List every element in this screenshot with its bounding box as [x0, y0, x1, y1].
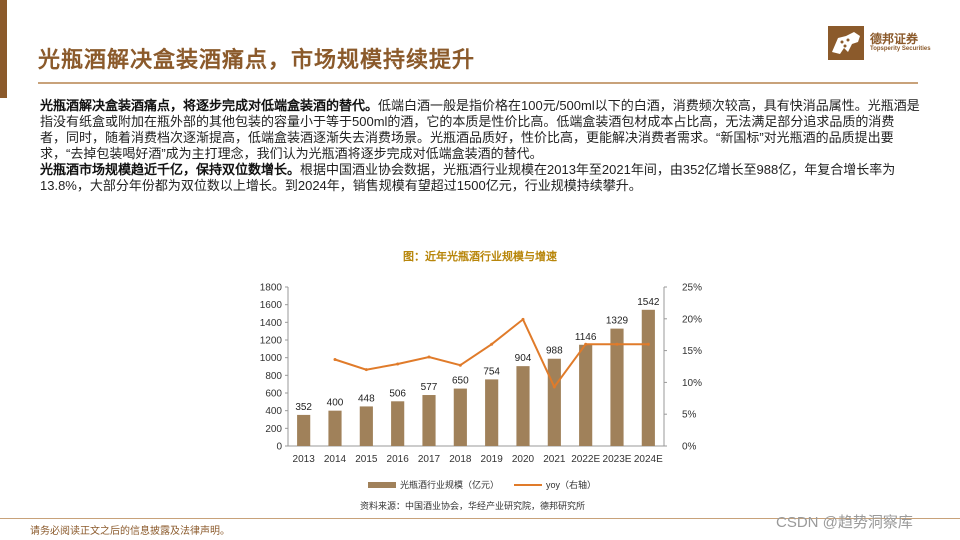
- y-right-tick-label: 15%: [682, 346, 702, 357]
- legend-bar-swatch: [368, 481, 396, 488]
- yoy-point: [615, 342, 619, 346]
- bar-data-label: 448: [358, 393, 375, 404]
- yoy-point: [396, 362, 400, 366]
- yoy-point: [364, 368, 368, 372]
- x-tick-label: 2022E: [571, 454, 600, 465]
- paragraph-2-text: 根据中国酒业协会数据，光瓶酒行业规模在2013年至2021年间，由352亿增长至…: [40, 162, 896, 193]
- y-left-tick-label: 1400: [260, 318, 283, 329]
- bar-data-label: 650: [452, 376, 469, 387]
- bar-data-label: 988: [546, 346, 563, 357]
- yoy-point: [552, 385, 556, 389]
- y-left-tick-label: 600: [265, 389, 282, 400]
- chart-source: 资料来源：中国酒业协会，华经产业研究院，德邦研究所: [360, 501, 586, 511]
- title-divider: [38, 82, 918, 84]
- leopard-logo-icon: [828, 26, 864, 60]
- y-left-tick-label: 1800: [260, 283, 283, 294]
- bar: [453, 388, 467, 446]
- logo-text-cn: 德邦证券: [870, 32, 919, 46]
- chart-title: 图：近年光瓶酒行业规模与增速: [403, 251, 557, 263]
- y-left-tick-label: 800: [265, 371, 282, 382]
- x-tick-label: 2014: [324, 454, 347, 465]
- x-tick-label: 2018: [449, 454, 472, 465]
- watermark: CSDN @趋势洞察库: [776, 514, 913, 531]
- x-tick-label: 2021: [543, 454, 566, 465]
- x-tick-label: 2020: [512, 454, 535, 465]
- x-tick-label: 2019: [481, 454, 504, 465]
- y-left-tick-label: 1000: [260, 353, 283, 364]
- bar-data-label: 577: [421, 382, 438, 393]
- paragraph-2-lead: 光瓶酒市场规模趋近千亿，保持双位数增长。: [40, 162, 301, 177]
- page-title: 光瓶酒解决盒装酒痛点，市场规模持续提升: [38, 47, 476, 72]
- x-tick-label: 2024E: [634, 454, 663, 465]
- y-left-tick-label: 200: [265, 424, 282, 435]
- x-tick-label: 2017: [418, 454, 441, 465]
- y-left-tick-label: 1200: [260, 336, 283, 347]
- y-right-tick-label: 20%: [682, 314, 702, 325]
- bar: [516, 366, 530, 446]
- yoy-point: [490, 342, 494, 346]
- bar-data-label: 1542: [637, 297, 660, 308]
- bar-data-label: 400: [327, 398, 344, 409]
- company-logo: 德邦证券 Topsperity Securities: [828, 26, 938, 62]
- bar-data-label: 352: [295, 402, 312, 413]
- y-right-tick-label: 10%: [682, 378, 702, 389]
- x-tick-label: 2016: [387, 454, 410, 465]
- y-left-tick-label: 400: [265, 406, 282, 417]
- legend-line-label: yoy（右轴）: [546, 480, 597, 490]
- y-right-tick-label: 25%: [682, 283, 702, 294]
- yoy-point: [333, 358, 337, 362]
- yoy-point: [521, 317, 525, 321]
- yoy-point: [646, 342, 650, 346]
- paragraph-1-lead: 光瓶酒解决盒装酒痛点，将逐步完成对低端盒装酒的替代。: [40, 98, 379, 113]
- legend-bar-label: 光瓶酒行业规模（亿元）: [400, 480, 500, 490]
- bar: [391, 401, 405, 446]
- accent-bar: [0, 0, 7, 98]
- bar: [547, 358, 561, 446]
- bar-data-label: 506: [389, 388, 406, 399]
- footer-disclaimer: 请务必阅读正文之后的信息披露及法律声明。: [30, 526, 230, 537]
- bar: [610, 328, 624, 446]
- yoy-point: [427, 355, 431, 359]
- bar: [485, 379, 499, 446]
- bar-data-label: 1146: [575, 332, 597, 343]
- footer-divider: [0, 518, 960, 519]
- bar: [297, 414, 311, 446]
- y-right-tick-label: 0%: [682, 442, 697, 453]
- x-tick-label: 2023E: [603, 454, 632, 465]
- yoy-point: [584, 342, 588, 346]
- logo-text-en: Topsperity Securities: [870, 46, 931, 52]
- y-left-tick-label: 0: [276, 442, 282, 453]
- y-left-tick-label: 1600: [260, 300, 283, 311]
- x-tick-label: 2015: [355, 454, 378, 465]
- body-text: 光瓶酒解决盒装酒痛点，将逐步完成对低端盒装酒的替代。低端白酒一般是指价格在100…: [40, 98, 920, 194]
- bar-data-label: 754: [483, 366, 500, 377]
- yoy-point: [458, 363, 462, 367]
- legend-item-line: yoy（右轴）: [514, 478, 596, 491]
- legend-item-bars: 光瓶酒行业规模（亿元）: [368, 478, 499, 491]
- bar: [422, 395, 436, 446]
- bar-data-label: 1329: [606, 316, 629, 327]
- bar: [328, 410, 342, 446]
- paragraph-1-text: 低端白酒一般是指价格在100元/500ml以下的白酒，消费频次较高，具有快消品属…: [40, 98, 920, 161]
- bar-data-label: 904: [515, 353, 532, 364]
- legend-line-swatch: [514, 483, 542, 486]
- y-right-tick-label: 5%: [682, 410, 697, 421]
- bar: [359, 406, 373, 446]
- bar: [641, 309, 655, 446]
- bar: [579, 344, 593, 446]
- x-tick-label: 2013: [293, 454, 316, 465]
